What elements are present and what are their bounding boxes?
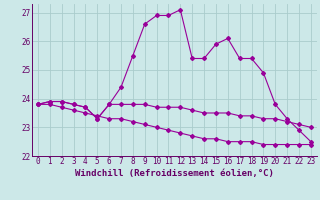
X-axis label: Windchill (Refroidissement éolien,°C): Windchill (Refroidissement éolien,°C) <box>75 169 274 178</box>
